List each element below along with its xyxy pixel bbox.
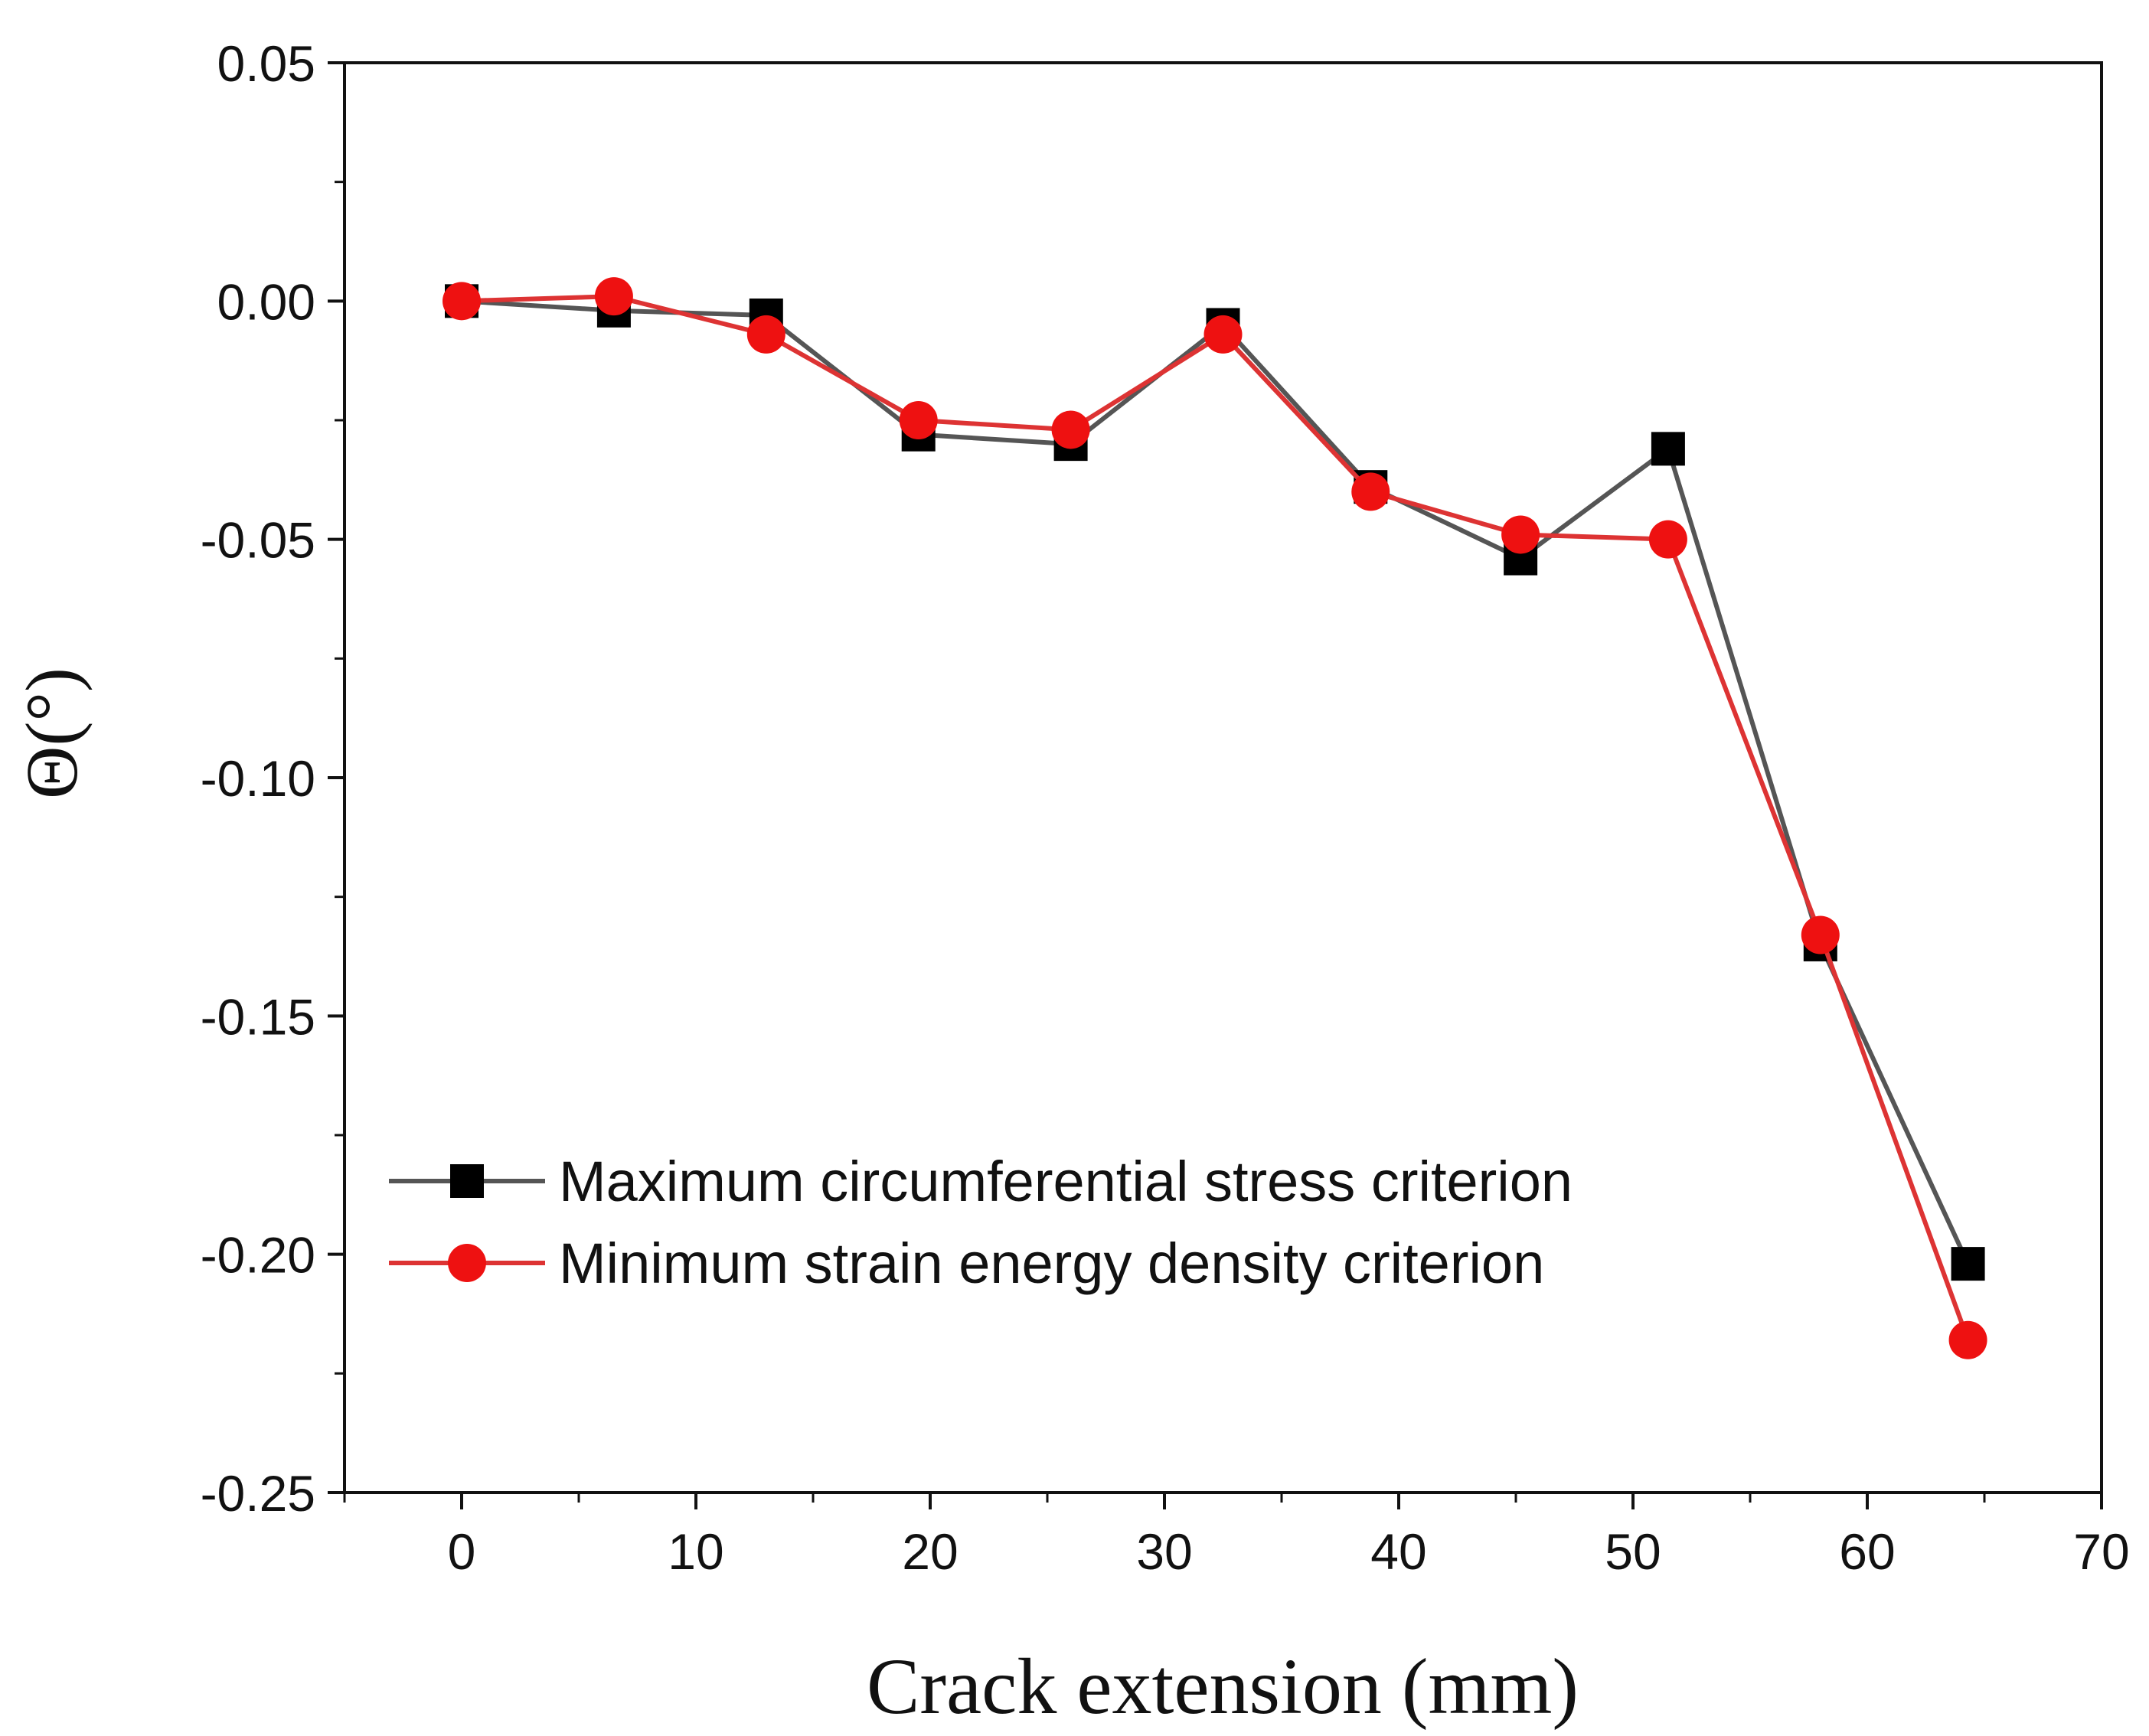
y-tick-label: -0.05 bbox=[201, 512, 315, 569]
x-tick-label: 10 bbox=[668, 1523, 723, 1580]
data-point bbox=[1051, 410, 1090, 449]
series-1 bbox=[445, 284, 1985, 1281]
data-point bbox=[1651, 432, 1685, 466]
x-tick-label: 20 bbox=[902, 1523, 958, 1580]
data-point bbox=[1351, 472, 1390, 511]
y-tick-label: -0.15 bbox=[201, 988, 315, 1045]
data-point bbox=[1951, 1247, 1985, 1281]
legend-circle-marker bbox=[448, 1244, 486, 1282]
legend-label: Minimum strain energy density criterion bbox=[559, 1232, 1544, 1295]
x-tick-label: 30 bbox=[1136, 1523, 1192, 1580]
legend-item-2: Minimum strain energy density criterion bbox=[389, 1232, 1544, 1295]
data-point bbox=[746, 315, 785, 354]
data-point bbox=[899, 401, 938, 439]
data-point bbox=[1948, 1320, 1987, 1359]
axes: 0 10 20 30 40 50 60 70 0.05 0.00 -0.05 -0.10 -0.15 -0… bbox=[201, 35, 2130, 1580]
data-point bbox=[594, 277, 633, 316]
y-axis-title: Θ(°) bbox=[11, 667, 93, 799]
y-tick-label: -0.25 bbox=[201, 1465, 315, 1522]
y-tick-label: 0.00 bbox=[217, 273, 315, 330]
x-tick-label: 40 bbox=[1370, 1523, 1426, 1580]
y-tick-label: 0.05 bbox=[217, 35, 315, 92]
legend-square-marker bbox=[450, 1164, 484, 1198]
data-point bbox=[1501, 515, 1540, 554]
y-tick-label: -0.20 bbox=[201, 1227, 315, 1284]
legend-label: Maximum circumferential stress criterion bbox=[559, 1150, 1573, 1213]
x-axis-title: Crack extension (mm) bbox=[867, 1643, 1579, 1731]
x-tick-label: 70 bbox=[2073, 1523, 2129, 1580]
y-tick-label: -0.10 bbox=[201, 750, 315, 807]
data-point bbox=[1204, 315, 1243, 354]
series-line bbox=[461, 299, 1971, 1265]
x-tick-label: 0 bbox=[448, 1523, 476, 1580]
x-tick-label: 60 bbox=[1839, 1523, 1895, 1580]
data-point bbox=[443, 282, 481, 321]
plot-area bbox=[443, 277, 1987, 1359]
series-2 bbox=[443, 277, 1987, 1359]
legend: Maximum circumferential stress criterion… bbox=[389, 1150, 1573, 1295]
data-point bbox=[1648, 520, 1687, 559]
legend-item-1: Maximum circumferential stress criterion bbox=[389, 1150, 1573, 1213]
x-tick-label: 50 bbox=[1605, 1523, 1661, 1580]
data-point bbox=[1801, 915, 1840, 954]
